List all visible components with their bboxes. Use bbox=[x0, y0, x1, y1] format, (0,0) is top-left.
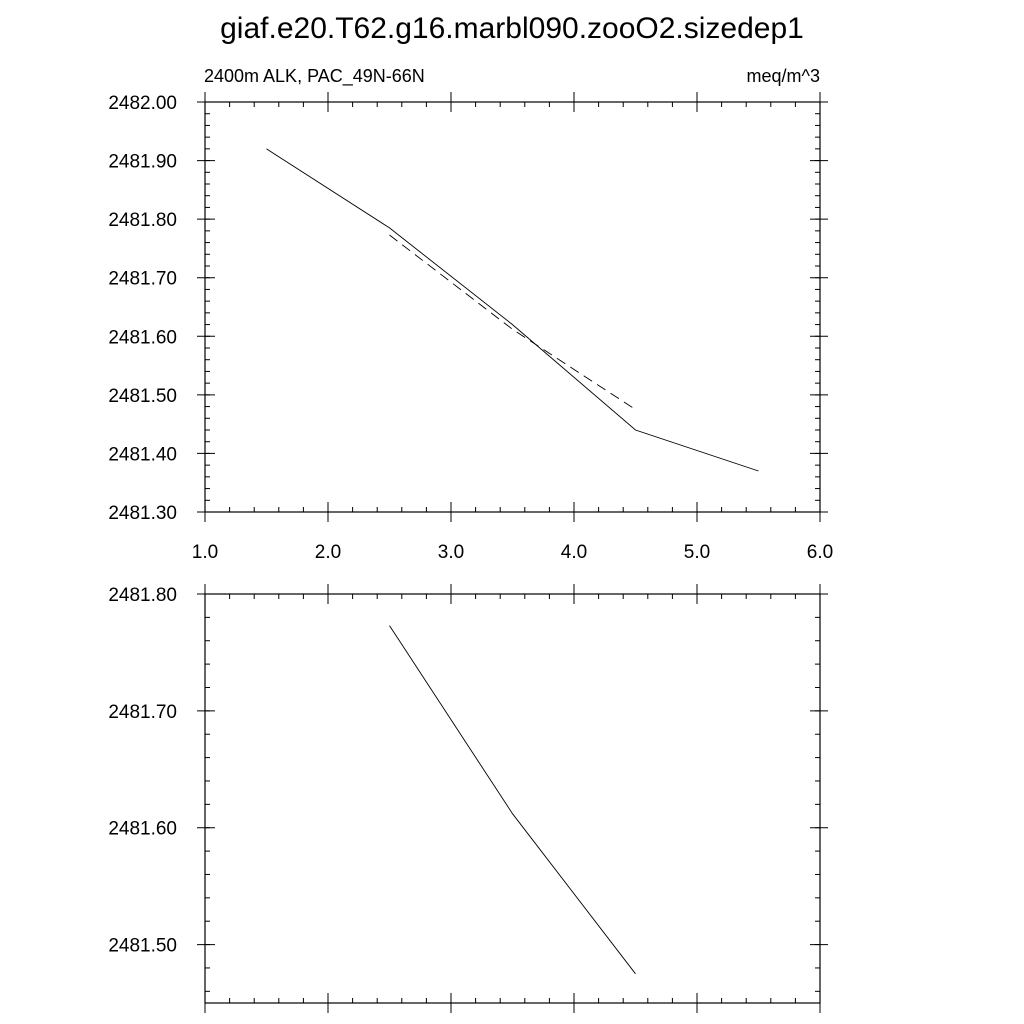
series-line-solid bbox=[266, 148, 759, 472]
x-tick-label: 1.0 bbox=[192, 542, 218, 563]
x-tick-label: 2.0 bbox=[315, 542, 341, 563]
y-tick-label: 2481.70 bbox=[108, 269, 177, 290]
x-tick-label: 3.0 bbox=[438, 542, 464, 563]
x-tick-label: 6.0 bbox=[807, 542, 833, 563]
chart-title: giaf.e20.T62.g16.marbl090.zooO2.sizedep1 bbox=[220, 12, 804, 45]
x-tick-label: 4.0 bbox=[561, 542, 587, 563]
y-tick-label: 2481.80 bbox=[108, 585, 177, 606]
y-tick-label: 2482.00 bbox=[108, 93, 177, 114]
y-tick-label: 2481.50 bbox=[108, 936, 177, 957]
chart-units-label: meq/m^3 bbox=[747, 66, 820, 86]
y-tick-label: 2481.80 bbox=[108, 210, 177, 231]
y-tick-label: 2481.50 bbox=[108, 386, 177, 407]
plot-frame bbox=[204, 101, 821, 513]
x-tick-label: 5.0 bbox=[684, 542, 710, 563]
y-tick-label: 2481.60 bbox=[108, 327, 177, 348]
series-line-dashed bbox=[389, 234, 636, 410]
y-tick-label: 2481.70 bbox=[108, 702, 177, 723]
chart-subtitle-left: 2400m ALK, PAC_49N-66N bbox=[204, 66, 425, 87]
y-tick-label: 2481.40 bbox=[108, 444, 177, 465]
top-panel: 2481.30 2481.40 2481.50 2481.60 2481.70 2481.… bbox=[108, 92, 833, 563]
plot-frame bbox=[204, 593, 821, 1004]
y-tick-label: 2481.90 bbox=[108, 152, 177, 173]
y-tick-label: 2481.30 bbox=[108, 503, 177, 524]
y-tick-label: 2481.60 bbox=[108, 819, 177, 840]
series-line-solid bbox=[389, 625, 636, 975]
bottom-panel: 2481.50 2481.60 2481.70 2481.80 bbox=[108, 584, 828, 1013]
